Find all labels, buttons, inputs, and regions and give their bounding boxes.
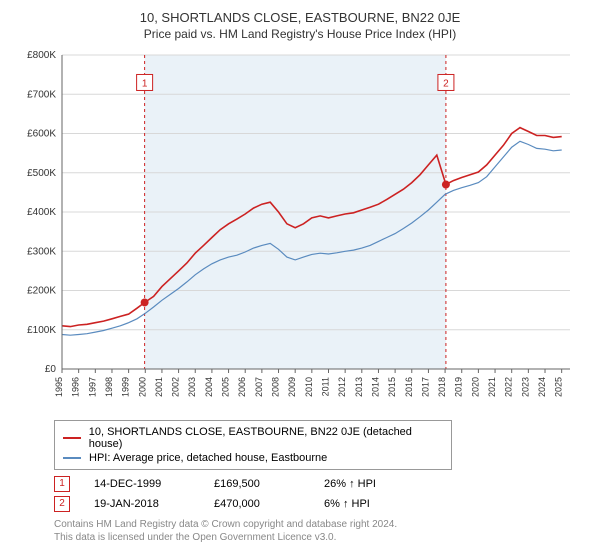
svg-text:2012: 2012 bbox=[337, 377, 347, 397]
sale-diff: 6% ↑ HPI bbox=[324, 498, 444, 510]
svg-text:1998: 1998 bbox=[104, 377, 114, 397]
page-title: 10, SHORTLANDS CLOSE, EASTBOURNE, BN22 0… bbox=[12, 10, 588, 25]
svg-text:2020: 2020 bbox=[470, 377, 480, 397]
svg-text:2001: 2001 bbox=[154, 377, 164, 397]
svg-text:2015: 2015 bbox=[387, 377, 397, 397]
svg-text:2023: 2023 bbox=[520, 377, 530, 397]
svg-text:2016: 2016 bbox=[404, 377, 414, 397]
svg-text:1: 1 bbox=[142, 78, 148, 89]
line-chart-svg: £0 £100K £200K £300K £400K £500K £600K £700K £80… bbox=[12, 49, 572, 409]
svg-text:2011: 2011 bbox=[320, 377, 330, 396]
svg-text:2022: 2022 bbox=[504, 377, 514, 397]
svg-text:£400K: £400K bbox=[27, 207, 56, 218]
svg-text:1999: 1999 bbox=[121, 377, 131, 397]
svg-text:2002: 2002 bbox=[171, 377, 181, 397]
sale-diff: 26% ↑ HPI bbox=[324, 478, 444, 490]
sale-date: 19-JAN-2018 bbox=[94, 498, 214, 510]
svg-text:£300K: £300K bbox=[27, 246, 56, 257]
svg-text:1997: 1997 bbox=[87, 377, 97, 397]
svg-text:£800K: £800K bbox=[27, 50, 56, 61]
svg-text:2008: 2008 bbox=[271, 377, 281, 397]
chart-subtitle: Price paid vs. HM Land Registry's House … bbox=[12, 27, 588, 41]
svg-text:£500K: £500K bbox=[27, 168, 56, 179]
table-row: 2 19-JAN-2018 £470,000 6% ↑ HPI bbox=[54, 494, 588, 514]
svg-text:£100K: £100K bbox=[27, 325, 56, 336]
svg-text:2019: 2019 bbox=[454, 377, 464, 397]
table-row: 1 14-DEC-1999 £169,500 26% ↑ HPI bbox=[54, 474, 588, 494]
svg-text:2: 2 bbox=[443, 78, 449, 89]
svg-text:2007: 2007 bbox=[254, 377, 264, 397]
svg-text:1996: 1996 bbox=[71, 377, 81, 397]
sale-marker-icon: 2 bbox=[54, 496, 70, 512]
sale-date: 14-DEC-1999 bbox=[94, 478, 214, 490]
svg-text:2018: 2018 bbox=[437, 377, 447, 397]
sale-price: £169,500 bbox=[214, 478, 324, 490]
legend-item: HPI: Average price, detached house, East… bbox=[63, 451, 443, 465]
svg-text:2021: 2021 bbox=[487, 377, 497, 397]
footnote-line: Contains HM Land Registry data © Crown c… bbox=[54, 518, 588, 531]
sale-price: £470,000 bbox=[214, 498, 324, 510]
sales-table: 1 14-DEC-1999 £169,500 26% ↑ HPI 2 19-JA… bbox=[54, 474, 588, 514]
chart-container: 10, SHORTLANDS CLOSE, EASTBOURNE, BN22 0… bbox=[0, 0, 600, 548]
svg-text:2013: 2013 bbox=[354, 377, 364, 397]
svg-text:2025: 2025 bbox=[554, 377, 564, 397]
footnote: Contains HM Land Registry data © Crown c… bbox=[54, 518, 588, 544]
legend-label: 10, SHORTLANDS CLOSE, EASTBOURNE, BN22 0… bbox=[89, 426, 443, 450]
svg-text:2003: 2003 bbox=[187, 377, 197, 397]
svg-text:2014: 2014 bbox=[370, 377, 380, 397]
svg-text:2010: 2010 bbox=[304, 377, 314, 397]
svg-text:2009: 2009 bbox=[287, 377, 297, 397]
legend-swatch bbox=[63, 457, 81, 459]
legend-label: HPI: Average price, detached house, East… bbox=[89, 452, 327, 464]
chart-area: £0 £100K £200K £300K £400K £500K £600K £700K £80… bbox=[12, 49, 588, 414]
svg-text:£700K: £700K bbox=[27, 89, 56, 100]
svg-text:£200K: £200K bbox=[27, 286, 56, 297]
svg-text:£0: £0 bbox=[45, 364, 57, 375]
svg-text:2006: 2006 bbox=[237, 377, 247, 397]
svg-text:£600K: £600K bbox=[27, 129, 56, 140]
legend-item: 10, SHORTLANDS CLOSE, EASTBOURNE, BN22 0… bbox=[63, 425, 443, 451]
svg-text:2004: 2004 bbox=[204, 377, 214, 397]
svg-text:1995: 1995 bbox=[54, 377, 64, 397]
svg-text:2024: 2024 bbox=[537, 377, 547, 397]
legend-box: 10, SHORTLANDS CLOSE, EASTBOURNE, BN22 0… bbox=[54, 420, 452, 470]
footnote-line: This data is licensed under the Open Gov… bbox=[54, 531, 588, 544]
svg-text:2017: 2017 bbox=[420, 377, 430, 397]
svg-text:2000: 2000 bbox=[137, 377, 147, 397]
svg-text:2005: 2005 bbox=[221, 377, 231, 397]
sale-marker-icon: 1 bbox=[54, 476, 70, 492]
legend-swatch bbox=[63, 437, 81, 439]
